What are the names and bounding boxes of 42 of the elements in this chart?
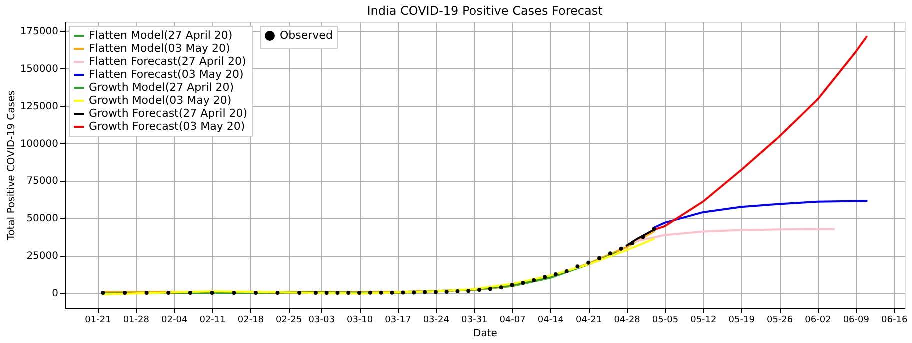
legend-label: Flatten Model(03 May 20) xyxy=(89,42,230,55)
y-tick-label: 75000 xyxy=(26,176,58,188)
y-tick-label: 100000 xyxy=(20,138,58,150)
x-tick-label: 02-04 xyxy=(162,316,188,326)
x-tick-label: 01-28 xyxy=(123,316,150,326)
x-tick-label: 02-11 xyxy=(200,316,226,326)
x-axis-title: Date xyxy=(474,328,498,340)
x-tick-label: 04-07 xyxy=(500,316,526,326)
legend-label: Flatten Forecast(27 April 20) xyxy=(89,55,246,68)
x-tick-label: 06-09 xyxy=(843,316,870,326)
x-tick-label: 03-17 xyxy=(385,316,412,326)
legend-label: Growth Model(03 May 20) xyxy=(89,94,232,107)
x-tick-label: 06-02 xyxy=(805,316,832,326)
x-tick-label: 06-16 xyxy=(882,316,908,326)
y-tick-label: 50000 xyxy=(26,214,58,225)
x-tick-label: 01-21 xyxy=(85,316,112,326)
x-tick-label: 05-12 xyxy=(690,316,717,326)
legend-label: Observed xyxy=(280,29,333,42)
y-axis-title: Total Positive COVID-19 Cases xyxy=(6,90,18,242)
x-tick-label: 03-24 xyxy=(423,316,450,326)
x-tick-label: 02-25 xyxy=(276,316,302,326)
x-tick-label: 04-28 xyxy=(614,316,641,326)
x-tick-label: 03-31 xyxy=(462,316,488,326)
y-tick-label: 25000 xyxy=(26,251,58,262)
y-tick-label: 175000 xyxy=(20,26,58,38)
y-tick-label: 0 xyxy=(52,288,58,300)
x-tick-label: 03-10 xyxy=(346,316,374,326)
y-tick-label: 150000 xyxy=(20,64,58,75)
chart-title: India COVID-19 Positive Cases Forecast xyxy=(367,4,604,18)
legend-label: Growth Forecast(03 May 20) xyxy=(89,120,246,133)
x-tick-label: 03-03 xyxy=(308,316,335,326)
legend-label: Flatten Forecast(03 May 20) xyxy=(89,68,244,81)
x-tick-label: 05-19 xyxy=(728,316,756,326)
x-tick-label: 04-14 xyxy=(538,316,564,326)
legend-label: Growth Model(27 April 20) xyxy=(89,81,234,94)
y-tick-label: 125000 xyxy=(20,101,58,112)
x-tick-label: 02-18 xyxy=(238,316,264,326)
x-tick-label: 05-26 xyxy=(766,316,794,326)
x-tick-label: 04-21 xyxy=(576,316,602,326)
x-tick-label: 05-05 xyxy=(652,316,679,326)
legend-label: Growth Forecast(27 April 20) xyxy=(89,107,248,120)
legend-label: Flatten Model(27 April 20) xyxy=(89,29,233,42)
